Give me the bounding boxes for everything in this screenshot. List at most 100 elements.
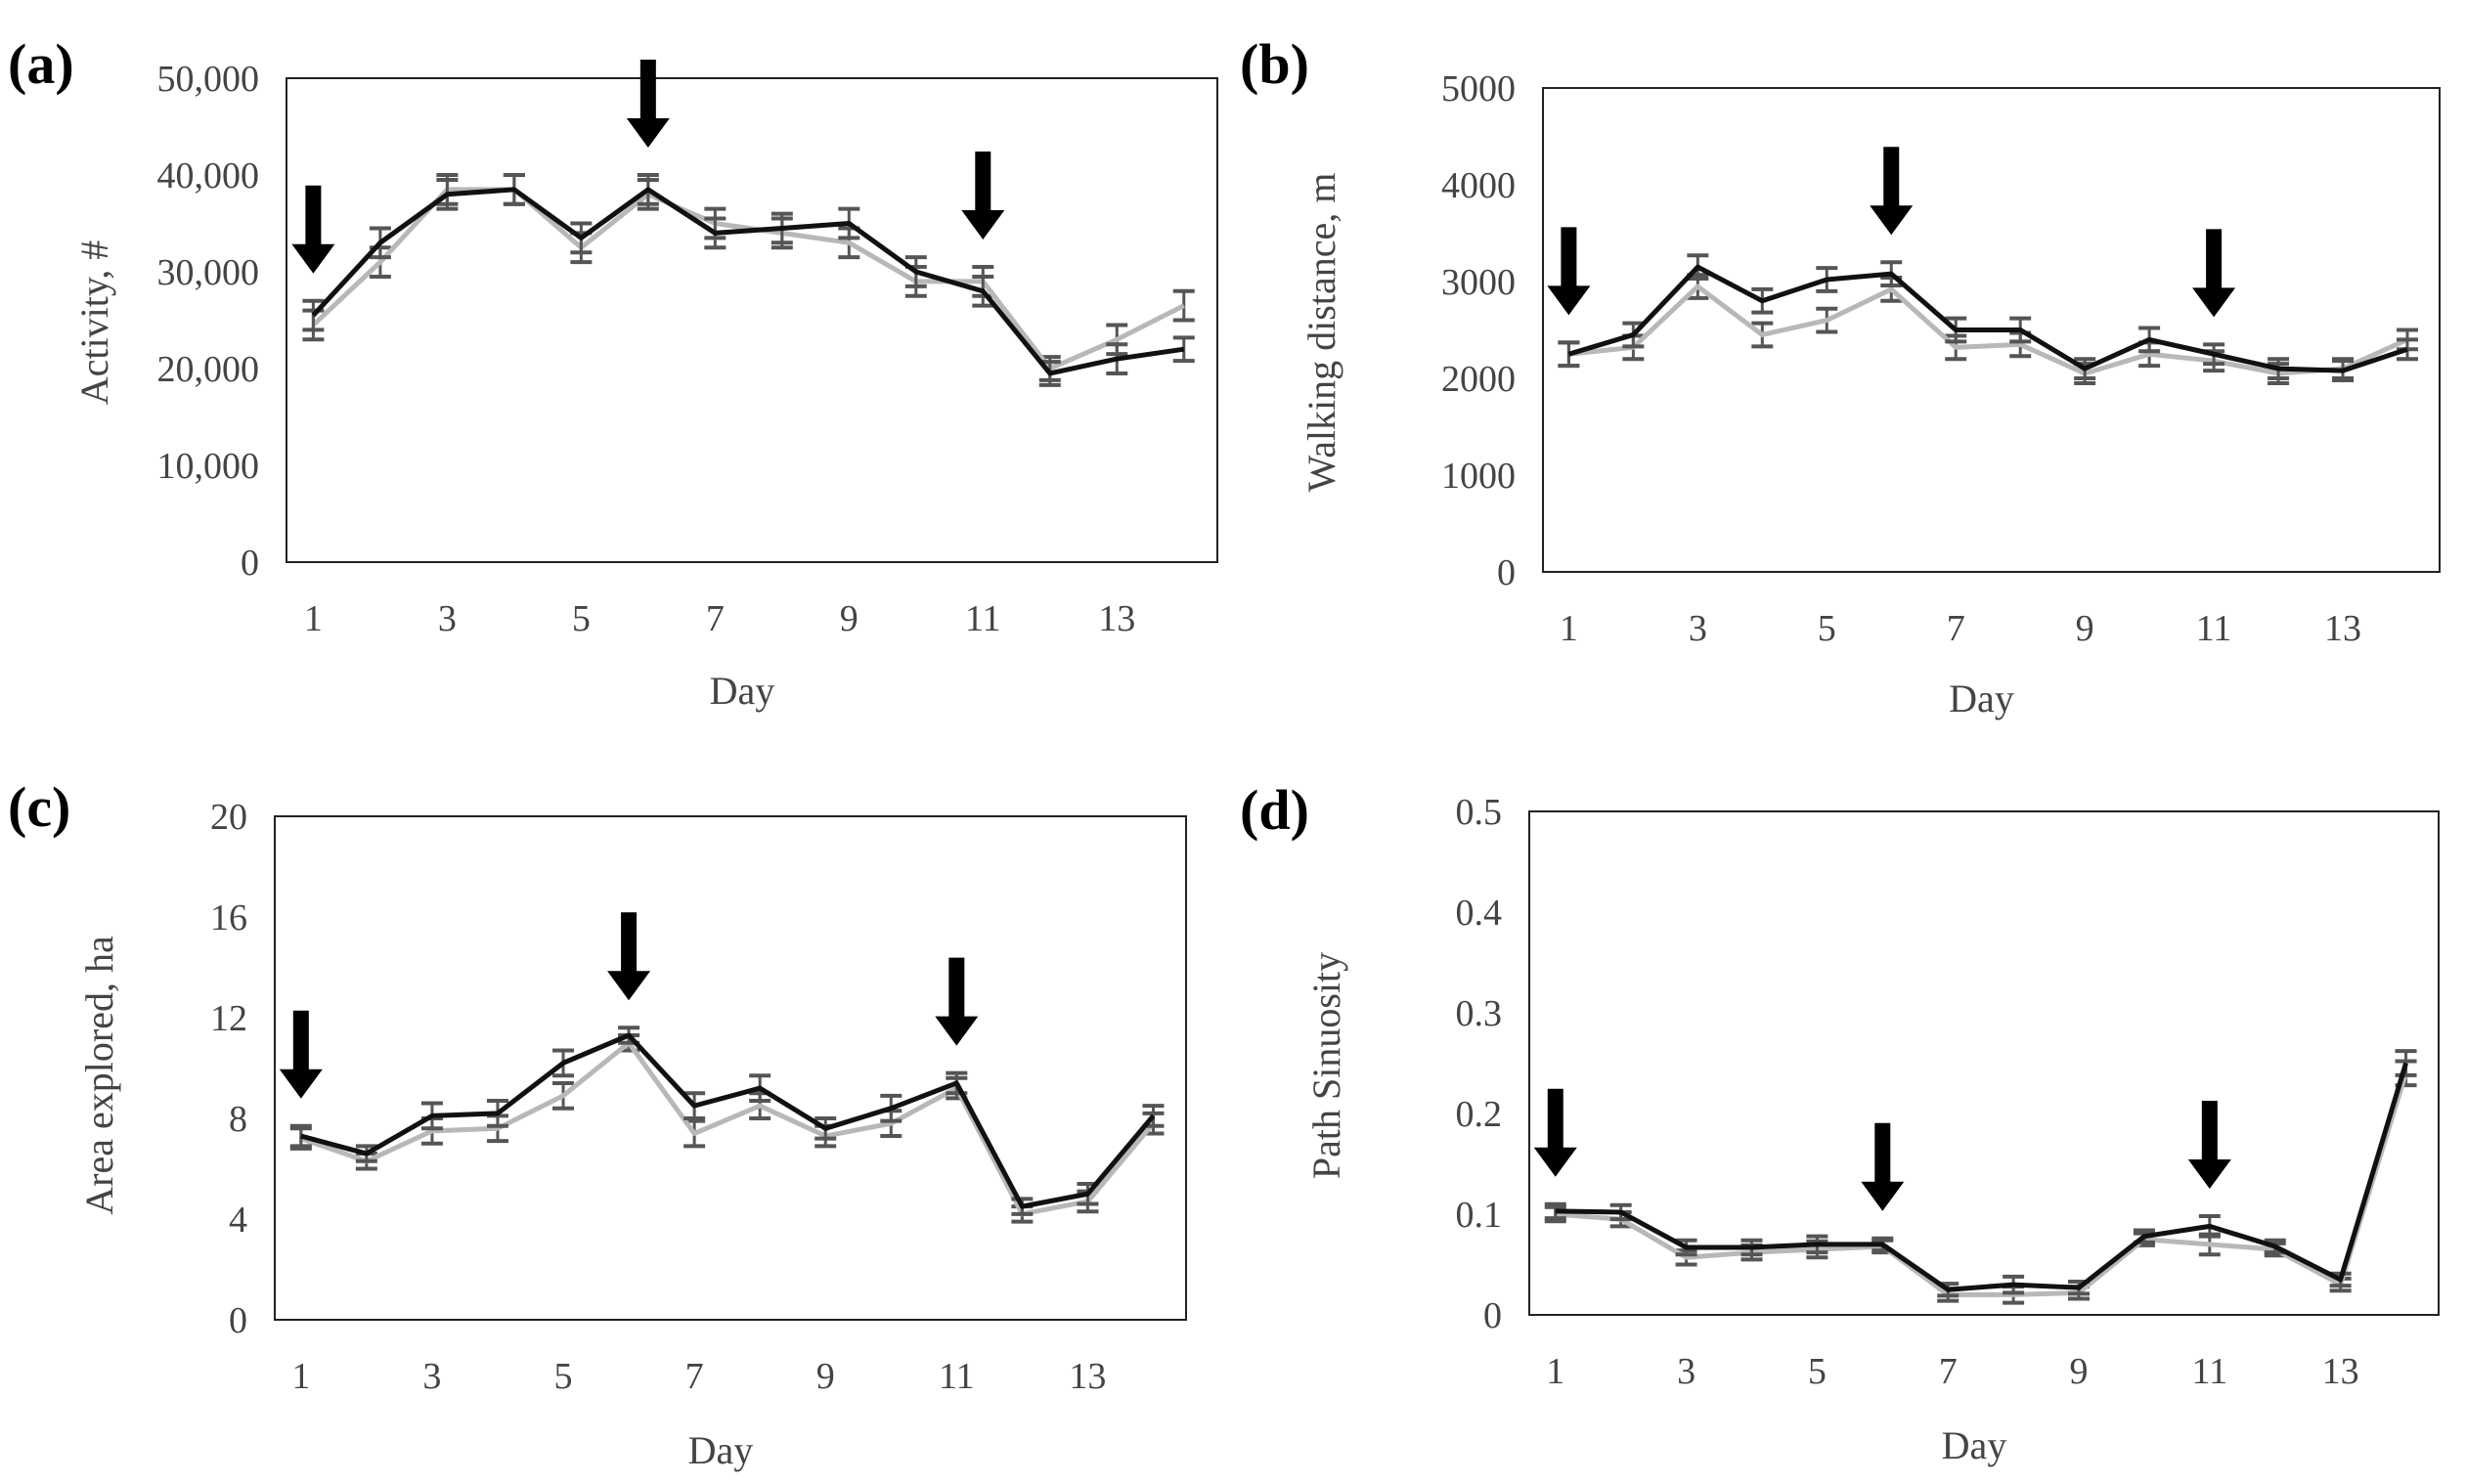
- x-tick-label: 11: [965, 598, 1001, 639]
- y-tick-label: 0.1: [1456, 1195, 1503, 1236]
- x-tick-label: 1: [291, 1356, 310, 1397]
- x-tick-label: 3: [1689, 608, 1707, 649]
- y-tick-label: 0.3: [1456, 993, 1503, 1034]
- series-gray: [302, 173, 1195, 382]
- down-arrow-icon: [1547, 227, 1591, 316]
- x-tick-label: 7: [706, 598, 725, 639]
- y-tick-label: 0.4: [1456, 893, 1503, 934]
- y-axis-title: Walking distance, m: [1299, 173, 1343, 493]
- series-line: [1555, 1062, 2408, 1292]
- y-axis-title: Activity, #: [72, 240, 116, 406]
- series-gray: [1544, 1059, 2417, 1305]
- y-tick-label: 30,000: [157, 252, 260, 293]
- plot-frame: [286, 77, 1218, 563]
- y-axis-title: Area explored, ha: [77, 936, 121, 1215]
- panel-label: (c): [8, 775, 70, 839]
- series-line: [311, 187, 1185, 376]
- y-tick-label: 1000: [1441, 456, 1516, 497]
- y-tick-label: 12: [210, 998, 247, 1039]
- plot-frame: [1528, 810, 2440, 1316]
- x-tick-label: 9: [2076, 608, 2094, 649]
- y-axis-title: Path Sinuosity: [1304, 952, 1348, 1179]
- y-tick-label: 16: [210, 897, 247, 938]
- down-arrow-icon: [961, 152, 1005, 240]
- x-axis-title: Day: [710, 669, 775, 713]
- x-tick-label: 11: [2192, 1351, 2228, 1392]
- series-line: [311, 187, 1185, 371]
- down-arrow-icon: [626, 60, 670, 148]
- series-gray: [289, 1033, 1165, 1224]
- x-axis-title: Day: [688, 1428, 754, 1472]
- x-tick-label: 3: [422, 1356, 441, 1397]
- x-tick-label: 5: [554, 1356, 573, 1397]
- x-tick-label: 11: [2196, 608, 2232, 649]
- x-tick-label: 3: [1677, 1351, 1695, 1392]
- y-tick-label: 40,000: [157, 155, 260, 196]
- y-tick-label: 5000: [1441, 68, 1516, 109]
- y-tick-label: 2000: [1441, 359, 1516, 400]
- series-line: [300, 1040, 1156, 1217]
- y-tick-label: 0.2: [1456, 1094, 1503, 1135]
- down-arrow-icon: [607, 912, 651, 1001]
- plot-frame: [274, 815, 1187, 1321]
- x-tick-label: 5: [572, 598, 591, 639]
- x-tick-label: 1: [1546, 1351, 1564, 1392]
- x-tick-label: 7: [1947, 608, 1965, 649]
- y-tick-label: 0: [1483, 1295, 1502, 1336]
- x-tick-label: 1: [1560, 608, 1578, 649]
- y-tick-label: 4000: [1441, 165, 1516, 206]
- x-axis-title: Day: [1949, 677, 2014, 720]
- x-tick-label: 11: [939, 1356, 975, 1397]
- down-arrow-icon: [1861, 1122, 1905, 1211]
- x-axis-title: Day: [1942, 1423, 2007, 1467]
- x-tick-label: 13: [1098, 598, 1135, 639]
- x-tick-label: 5: [1818, 608, 1836, 649]
- y-tick-label: 10,000: [157, 446, 260, 487]
- y-tick-label: 4: [229, 1200, 247, 1241]
- series-black: [1544, 1049, 2417, 1298]
- series-line: [1567, 264, 2408, 373]
- x-tick-label: 7: [685, 1356, 704, 1397]
- down-arrow-icon: [2192, 229, 2236, 318]
- panel-label: (b): [1240, 32, 1309, 96]
- y-tick-label: 8: [229, 1099, 247, 1140]
- series-black: [1558, 253, 2419, 382]
- x-tick-label: 9: [2070, 1351, 2089, 1392]
- y-tick-label: 3000: [1441, 262, 1516, 303]
- x-tick-label: 7: [1939, 1351, 1958, 1392]
- down-arrow-icon: [935, 957, 979, 1046]
- x-tick-label: 9: [816, 1356, 835, 1397]
- series-black: [289, 1026, 1165, 1216]
- y-tick-label: 0: [1497, 552, 1516, 593]
- down-arrow-icon: [1533, 1088, 1577, 1177]
- y-tick-label: 0.5: [1456, 792, 1503, 833]
- x-tick-label: 5: [1808, 1351, 1827, 1392]
- down-arrow-icon: [2187, 1101, 2231, 1190]
- series-black: [302, 173, 1195, 387]
- plot-frame: [1542, 87, 2441, 573]
- series-line: [1568, 284, 2409, 376]
- x-tick-label: 9: [840, 598, 859, 639]
- y-tick-label: 0: [241, 543, 259, 584]
- x-tick-label: 13: [2324, 608, 2361, 649]
- y-tick-label: 0: [229, 1300, 247, 1341]
- y-tick-label: 20: [210, 797, 247, 838]
- series-line: [1555, 1072, 2408, 1297]
- y-tick-label: 50,000: [157, 59, 260, 100]
- down-arrow-icon: [291, 185, 335, 274]
- x-tick-label: 1: [304, 598, 323, 639]
- x-tick-label: 3: [438, 598, 457, 639]
- x-tick-label: 13: [1069, 1356, 1106, 1397]
- panel-label: (d): [1240, 778, 1309, 842]
- y-tick-label: 20,000: [157, 349, 260, 390]
- down-arrow-icon: [1870, 147, 1914, 236]
- x-tick-label: 13: [2322, 1351, 2359, 1392]
- down-arrow-icon: [279, 1010, 323, 1099]
- series-line: [300, 1032, 1156, 1209]
- panel-label: (a): [8, 32, 74, 96]
